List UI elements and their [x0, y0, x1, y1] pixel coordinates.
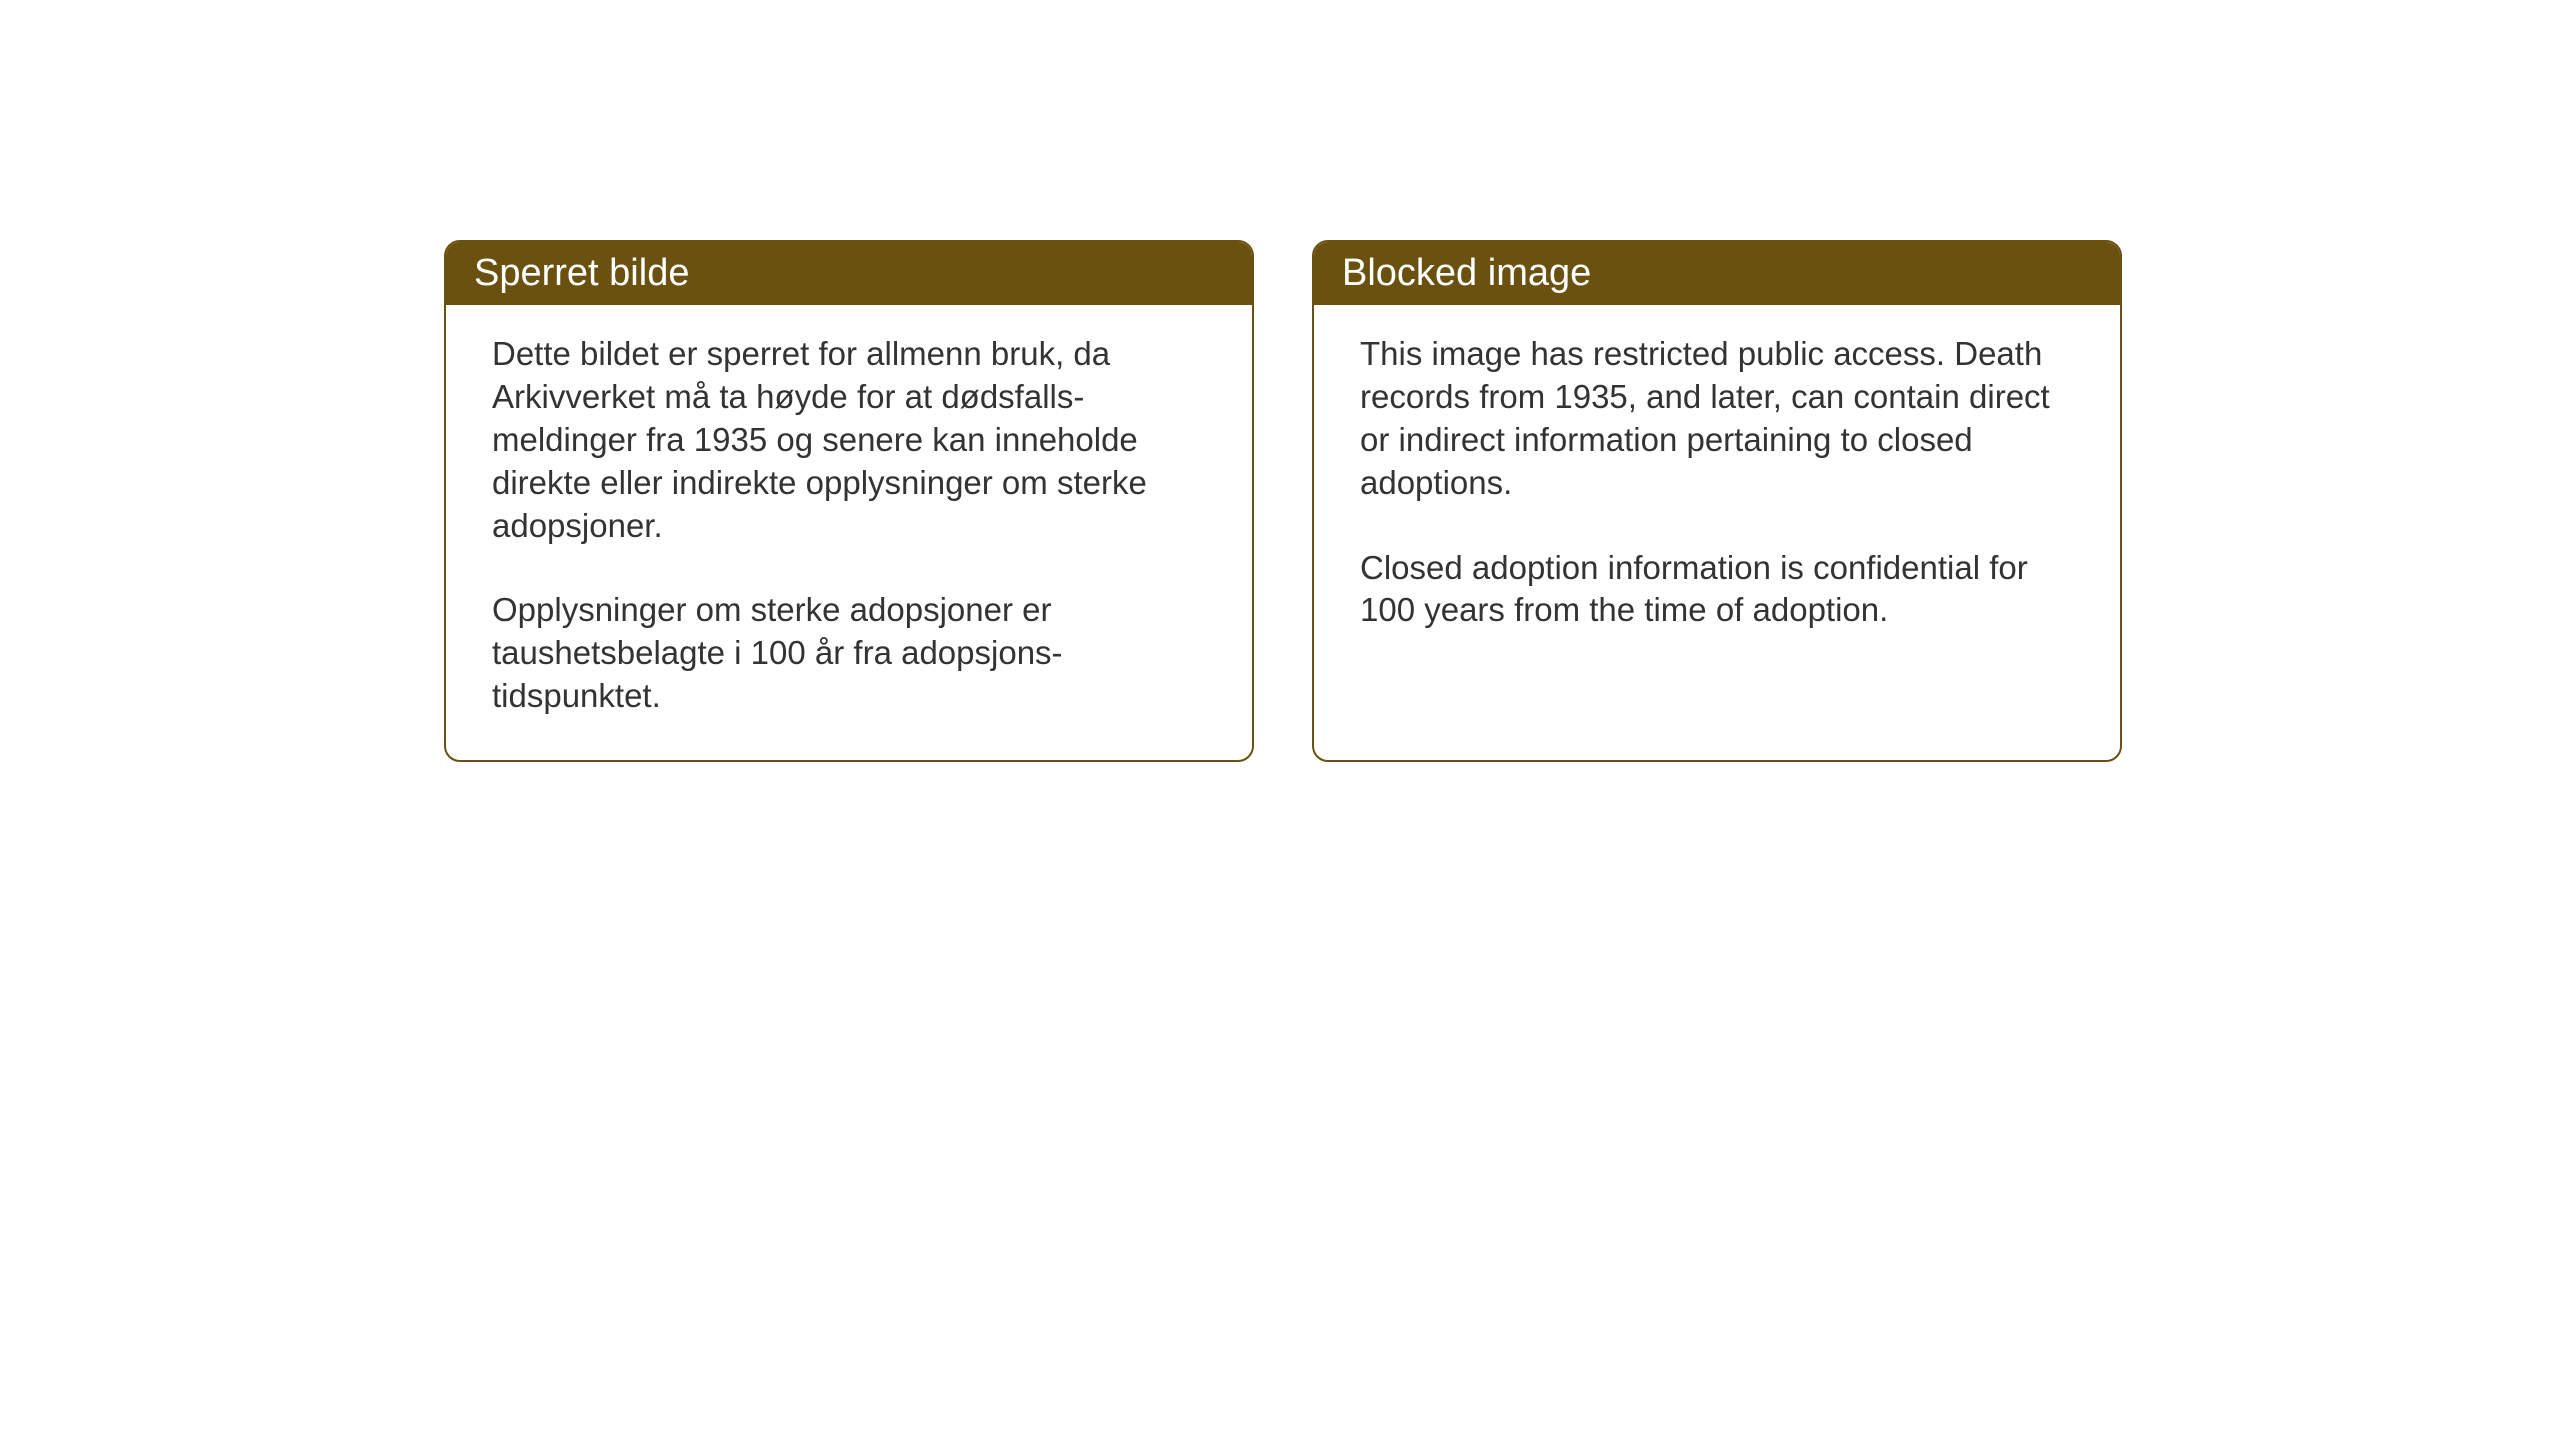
- notice-paragraph-1-english: This image has restricted public access.…: [1360, 333, 2074, 505]
- notice-body-english: This image has restricted public access.…: [1314, 305, 2120, 674]
- notice-card-english: Blocked image This image has restricted …: [1312, 240, 2122, 762]
- notice-title-norwegian: Sperret bilde: [474, 252, 689, 294]
- notice-card-norwegian: Sperret bilde Dette bildet er sperret fo…: [444, 240, 1254, 762]
- notice-paragraph-2-english: Closed adoption information is confident…: [1360, 547, 2074, 633]
- notice-container: Sperret bilde Dette bildet er sperret fo…: [444, 240, 2122, 762]
- notice-body-norwegian: Dette bildet er sperret for allmenn bruk…: [446, 305, 1252, 760]
- notice-paragraph-1-norwegian: Dette bildet er sperret for allmenn bruk…: [492, 333, 1206, 547]
- notice-header-english: Blocked image: [1314, 242, 2120, 305]
- notice-header-norwegian: Sperret bilde: [446, 242, 1252, 305]
- notice-paragraph-2-norwegian: Opplysninger om sterke adopsjoner er tau…: [492, 589, 1206, 718]
- notice-title-english: Blocked image: [1342, 252, 1591, 294]
